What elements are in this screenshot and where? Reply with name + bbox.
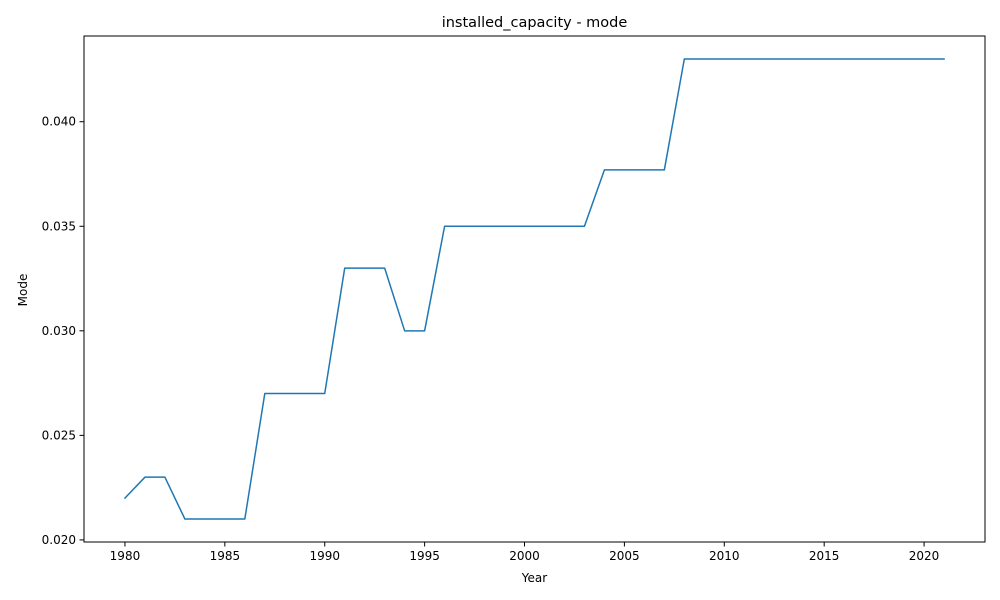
x-tick-label: 1990 xyxy=(309,549,340,563)
chart-title: installed_capacity - mode xyxy=(442,15,628,31)
x-tick-label: 1980 xyxy=(110,549,141,563)
x-tick-label: 2000 xyxy=(509,549,540,563)
x-tick-label: 2020 xyxy=(909,549,940,563)
y-tick-label: 0.025 xyxy=(42,428,76,442)
y-tick-label: 0.030 xyxy=(42,324,76,338)
y-axis: 0.020 0.025 0.030 0.035 0.040 xyxy=(42,115,84,547)
x-tick-label: 2015 xyxy=(809,549,840,563)
plot-frame xyxy=(83,35,986,543)
x-tick-label: 1995 xyxy=(409,549,440,563)
x-axis: 1980 1985 1990 1995 2000 2005 2010 2015 2020 xyxy=(110,542,940,563)
series-line xyxy=(123,58,945,520)
x-tick-label: 2005 xyxy=(609,549,640,563)
x-tick-label: 1985 xyxy=(210,549,241,563)
y-tick-label: 0.035 xyxy=(42,219,76,233)
x-axis-title: Year xyxy=(521,571,547,585)
x-tick-label: 2010 xyxy=(709,549,740,563)
plot-area xyxy=(123,58,945,520)
y-tick-label: 0.040 xyxy=(42,115,76,129)
y-tick-label: 0.020 xyxy=(42,533,76,547)
y-axis-title: Mode xyxy=(16,274,30,307)
